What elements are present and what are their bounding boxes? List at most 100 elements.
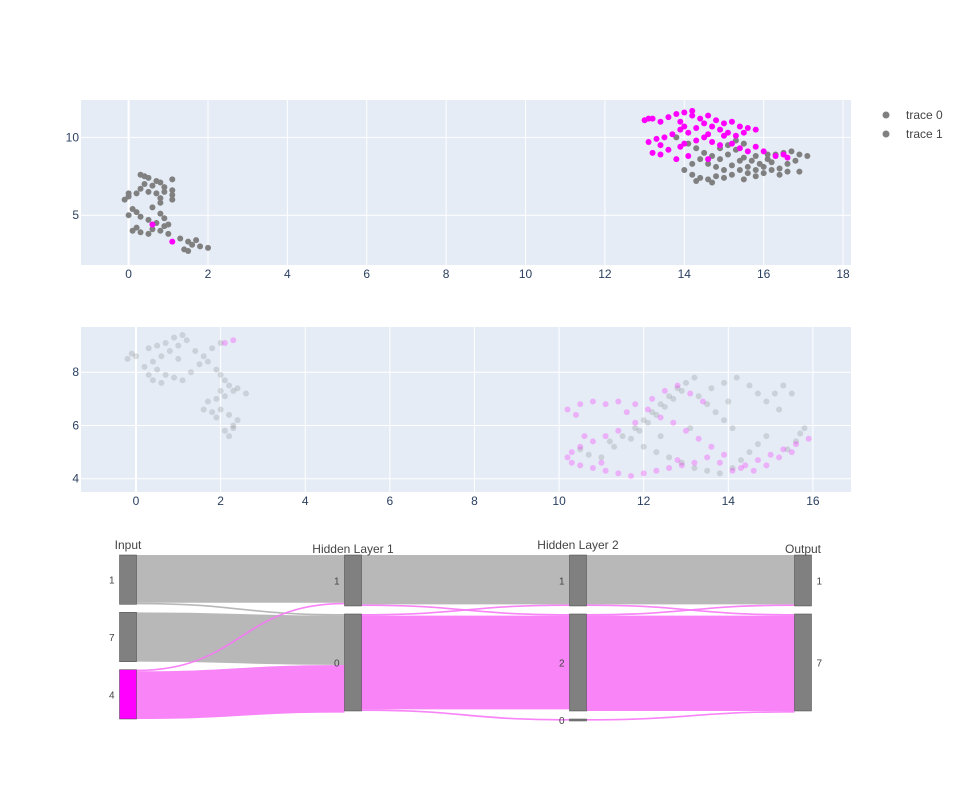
point-2-0-17[interactable]: [179, 377, 186, 384]
point-1-0-21[interactable]: [133, 209, 140, 216]
point-1-1-26[interactable]: [669, 131, 676, 138]
point-1-0-90[interactable]: [768, 159, 775, 166]
point-2-0-30[interactable]: [217, 371, 224, 378]
sankey-node-6[interactable]: [569, 613, 587, 712]
point-2-0-25[interactable]: [145, 371, 152, 378]
point-2-0-20[interactable]: [200, 353, 207, 360]
point-2-0-16[interactable]: [171, 374, 178, 381]
point-1-0-22[interactable]: [125, 212, 132, 219]
sankey-node-2[interactable]: [119, 669, 137, 720]
point-2-1-54[interactable]: [598, 459, 605, 466]
point-2-0-74[interactable]: [691, 465, 698, 472]
point-2-0-56[interactable]: [640, 417, 647, 424]
point-2-1-25[interactable]: [691, 459, 698, 466]
point-2-0-101[interactable]: [657, 433, 664, 440]
point-1-0-63[interactable]: [796, 151, 803, 158]
point-1-1-37[interactable]: [717, 142, 724, 149]
point-2-0-9[interactable]: [175, 342, 182, 349]
point-1-0-75[interactable]: [713, 173, 720, 180]
point-1-0-3[interactable]: [141, 181, 148, 188]
point-1-0-98[interactable]: [693, 177, 700, 184]
point-1-1-41[interactable]: [752, 143, 759, 150]
point-2-1-18[interactable]: [602, 467, 609, 474]
point-2-1-21[interactable]: [640, 470, 647, 477]
point-2-1-31[interactable]: [767, 451, 774, 458]
point-2-0-80[interactable]: [754, 441, 761, 448]
point-2-0-49[interactable]: [230, 425, 237, 432]
point-2-0-93[interactable]: [771, 390, 778, 397]
point-2-0-27[interactable]: [158, 379, 165, 386]
point-2-0-3[interactable]: [145, 345, 152, 352]
point-2-1-3[interactable]: [577, 401, 584, 408]
point-1-0-45[interactable]: [141, 173, 148, 180]
plot-area-1[interactable]: [81, 100, 851, 265]
point-1-0-66[interactable]: [784, 160, 791, 167]
point-1-1-42[interactable]: [760, 148, 767, 155]
point-2-0-43[interactable]: [213, 414, 220, 421]
point-1-0-12[interactable]: [169, 187, 176, 194]
point-1-1-24[interactable]: [685, 129, 692, 136]
point-2-0-42[interactable]: [226, 433, 233, 440]
sankey-node-5[interactable]: [569, 554, 587, 607]
sankey-link-1[interactable]: [136, 602, 345, 616]
point-2-0-45[interactable]: [234, 385, 241, 392]
point-1-0-11[interactable]: [161, 188, 168, 195]
point-1-1-48[interactable]: [685, 153, 692, 160]
point-1-0-37[interactable]: [177, 235, 184, 242]
point-1-1-30[interactable]: [657, 142, 664, 149]
point-2-0-51[interactable]: [585, 451, 592, 458]
point-2-1-29[interactable]: [742, 462, 749, 469]
point-1-0-18[interactable]: [157, 199, 164, 206]
point-2-1-4[interactable]: [589, 398, 596, 405]
point-2-0-57[interactable]: [649, 409, 656, 416]
point-2-1-14[interactable]: [564, 454, 571, 461]
point-2-0-59[interactable]: [666, 393, 673, 400]
point-2-1-8[interactable]: [632, 419, 639, 426]
sankey-node-0[interactable]: [119, 554, 137, 605]
point-1-0-67[interactable]: [776, 165, 783, 172]
point-2-1-32[interactable]: [780, 446, 787, 453]
point-2-0-65[interactable]: [661, 403, 668, 410]
point-2-0-85[interactable]: [704, 401, 711, 408]
point-2-1-56[interactable]: [738, 465, 744, 472]
point-2-0-72[interactable]: [666, 454, 673, 461]
point-1-0-16[interactable]: [121, 196, 128, 203]
point-2-0-104[interactable]: [776, 406, 783, 413]
point-2-1-30[interactable]: [754, 457, 761, 464]
point-1-0-54[interactable]: [724, 151, 731, 158]
point-2-1-38[interactable]: [750, 467, 757, 474]
point-2-1-9[interactable]: [615, 427, 622, 434]
point-2-0-81[interactable]: [763, 433, 770, 440]
point-2-0-64[interactable]: [670, 395, 677, 402]
point-2-1-1[interactable]: [230, 337, 237, 344]
point-2-0-47[interactable]: [217, 387, 224, 394]
legend[interactable]: trace 0 trace 1: [882, 108, 944, 141]
point-2-1-53[interactable]: [581, 433, 588, 440]
point-2-0-48[interactable]: [200, 406, 207, 413]
point-1-1-13[interactable]: [728, 118, 735, 125]
point-1-0-47[interactable]: [169, 196, 176, 203]
point-1-0-24[interactable]: [157, 210, 164, 217]
point-2-1-44[interactable]: [657, 414, 664, 421]
point-2-1-51[interactable]: [699, 398, 706, 405]
point-2-0-6[interactable]: [171, 334, 178, 341]
point-2-0-71[interactable]: [653, 449, 660, 456]
point-1-1-27[interactable]: [661, 134, 668, 141]
point-1-0-44[interactable]: [193, 237, 200, 244]
point-2-1-19[interactable]: [615, 470, 622, 477]
point-2-0-8[interactable]: [183, 337, 190, 344]
point-1-1-39[interactable]: [736, 145, 743, 152]
sankey-link-9[interactable]: [361, 709, 570, 721]
sankey-node-9[interactable]: [794, 613, 812, 712]
sankey-node-7[interactable]: [569, 718, 587, 722]
point-2-0-83[interactable]: [721, 417, 728, 424]
point-1-0-43[interactable]: [185, 247, 192, 254]
point-2-0-102[interactable]: [687, 425, 694, 432]
point-2-0-88[interactable]: [721, 379, 728, 386]
point-2-0-84[interactable]: [712, 409, 719, 416]
point-1-1-53[interactable]: [720, 132, 727, 139]
point-1-0-81[interactable]: [697, 156, 704, 163]
point-1-0-31[interactable]: [137, 229, 144, 236]
point-2-1-0[interactable]: [221, 339, 228, 346]
point-1-0-74[interactable]: [720, 174, 727, 181]
